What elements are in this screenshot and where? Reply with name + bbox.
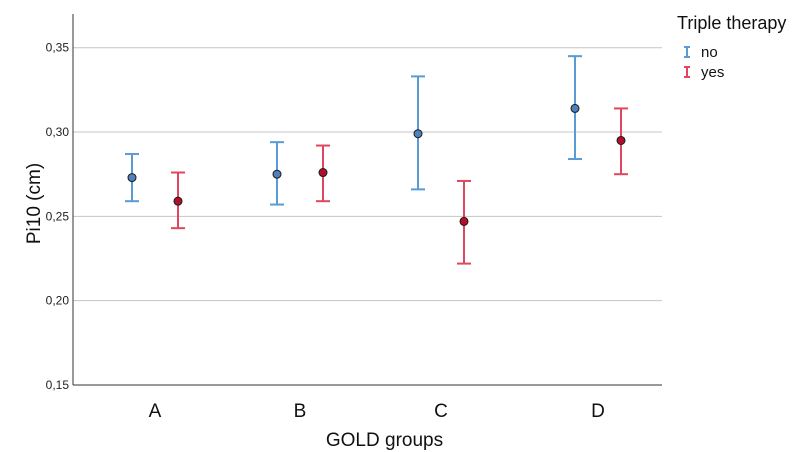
mean-point <box>616 135 626 145</box>
mean-point <box>272 169 282 179</box>
mean-point <box>318 168 328 178</box>
legend-title: Triple therapy <box>677 13 786 33</box>
mean-point <box>413 129 423 139</box>
legend-items: no yes <box>684 44 724 81</box>
errorbar-yes-C <box>457 179 471 265</box>
grid-lines <box>73 47 662 302</box>
x-axis-title: GOLD groups <box>326 430 443 451</box>
x-tick-label: C <box>434 401 448 422</box>
x-tick-label: A <box>149 401 162 422</box>
error-bars <box>125 55 628 265</box>
legend-item-yes: yes <box>684 64 724 81</box>
errorbar-yes-B <box>316 144 330 203</box>
x-tick-label: D <box>591 401 605 422</box>
y-tick-label: 0,30 <box>46 125 70 139</box>
legend-item-no: no <box>684 44 718 61</box>
legend: Triple therapy no yes <box>677 13 786 81</box>
mean-point <box>570 103 580 113</box>
mean-point <box>173 196 183 206</box>
y-axis-title: Pi10 (cm) <box>24 163 45 244</box>
legend-label: yes <box>701 64 724 81</box>
errorbar-no-C <box>411 75 425 191</box>
legend-label: no <box>701 44 718 61</box>
mean-point <box>127 173 137 183</box>
errorbar-no-B <box>270 141 284 206</box>
y-tick-label: 0,15 <box>46 378 70 392</box>
x-tick-label: B <box>294 401 307 422</box>
errorbar-no-D <box>568 55 582 161</box>
errorbar-yes-A <box>171 171 185 230</box>
y-tick-labels: 0,15 0,20 0,25 0,30 0,35 <box>46 41 70 392</box>
y-tick-label: 0,25 <box>46 209 70 223</box>
errorbar-no-A <box>125 152 139 203</box>
errorbar-yes-D <box>614 107 628 176</box>
mean-point <box>459 216 469 226</box>
x-tick-labels: A B C D <box>149 401 605 422</box>
y-tick-label: 0,35 <box>46 41 70 55</box>
y-tick-label: 0,20 <box>46 294 70 308</box>
